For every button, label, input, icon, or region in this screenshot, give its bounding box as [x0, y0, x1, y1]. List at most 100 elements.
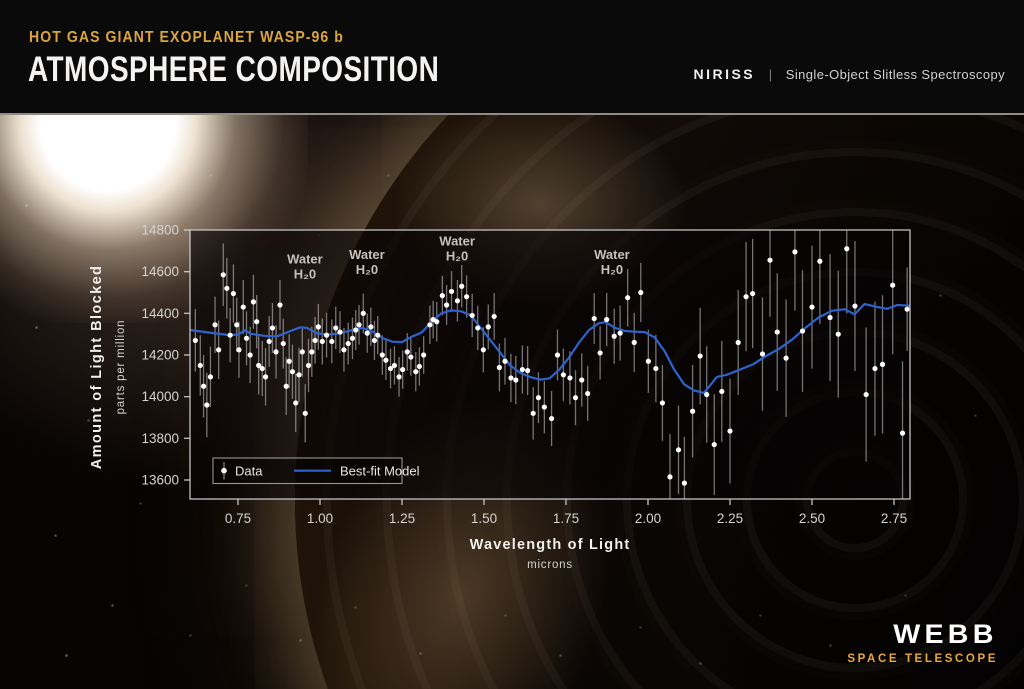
- y-tick-label: 14600: [141, 264, 179, 279]
- data-point: [315, 324, 321, 330]
- data-point: [280, 340, 286, 347]
- data-point: [368, 324, 374, 330]
- data-point: [444, 302, 450, 308]
- data-point: [667, 474, 673, 480]
- data-point: [879, 361, 886, 367]
- data-point: [617, 330, 623, 336]
- data-point: [844, 246, 850, 252]
- x-axis-title: Wavelength of Light: [470, 537, 631, 553]
- data-point: [496, 364, 503, 371]
- data-point: [247, 352, 253, 358]
- data-point: [645, 358, 651, 364]
- data-point: [200, 383, 207, 389]
- x-tick-label: 2.75: [881, 511, 907, 526]
- data-point: [480, 347, 486, 353]
- data-point: [371, 337, 378, 344]
- y-axis-subtitle: parts per million: [115, 320, 127, 415]
- instrument-name: NIRISS: [693, 66, 756, 82]
- data-point: [585, 390, 591, 397]
- data-point: [611, 333, 617, 339]
- data-point: [464, 294, 470, 300]
- data-point: [277, 302, 283, 308]
- data-point: [400, 366, 406, 373]
- data-point: [404, 349, 410, 355]
- data-point: [681, 480, 688, 486]
- data-point: [364, 330, 370, 336]
- data-point: [454, 298, 461, 304]
- data-point: [302, 410, 308, 416]
- y-tick-label: 14800: [141, 223, 179, 238]
- data-point: [312, 337, 318, 344]
- y-tick-label: 13600: [141, 473, 179, 488]
- data-point: [719, 388, 725, 395]
- legend-data-dot-icon: [221, 467, 227, 474]
- data-point: [502, 358, 508, 364]
- data-point: [591, 315, 597, 322]
- legend: Data Best-fit Model: [212, 457, 420, 485]
- data-point: [727, 428, 733, 434]
- data-point: [197, 362, 203, 369]
- data-point: [567, 375, 573, 381]
- space-scene: 0.75 1.00 1.25 1.50 1.75 2.00 2.25 2.50 2.75 1480…: [0, 115, 1024, 689]
- data-point: [243, 335, 250, 341]
- data-point: [305, 362, 312, 369]
- data-point: [735, 339, 741, 346]
- data-point: [508, 375, 514, 381]
- water-annotation: Water H₂0: [287, 251, 323, 281]
- data-point: [375, 332, 381, 338]
- data-point: [293, 400, 299, 406]
- instrument-block: NIRISS | Single-Object Slitless Spectros…: [693, 66, 1005, 82]
- data-point: [349, 335, 356, 341]
- data-point: [697, 353, 703, 359]
- data-point: [525, 368, 531, 374]
- logo-webb-text: WEBB: [893, 619, 998, 649]
- x-tick-label: 1.50: [471, 511, 497, 526]
- data-point: [434, 319, 440, 325]
- data-point: [273, 349, 279, 355]
- data-point: [387, 365, 394, 372]
- data-point: [227, 332, 233, 338]
- legend-data-label: Data: [235, 464, 263, 479]
- data-point: [827, 314, 833, 321]
- data-point: [560, 372, 566, 378]
- data-point: [236, 347, 242, 353]
- data-point: [530, 410, 536, 416]
- spectrum-chart: 0.75 1.00 1.25 1.50 1.75 2.00 2.25 2.50 2.75 1480…: [89, 223, 911, 571]
- data-point: [554, 352, 561, 358]
- data-point: [638, 289, 644, 296]
- x-tick-label: 0.75: [225, 511, 251, 526]
- instrument-mode: Single-Object Slitless Spectroscopy: [785, 67, 1005, 82]
- page-title: ATMOSPHERE COMPOSITION: [28, 50, 440, 89]
- data-point: [792, 249, 798, 255]
- data-point: [852, 303, 858, 309]
- data-point: [604, 316, 610, 323]
- data-point: [286, 358, 292, 364]
- data-point: [541, 404, 547, 410]
- data-point: [356, 322, 362, 328]
- best-fit-model-line: [190, 302, 910, 394]
- x-tick-label: 2.25: [717, 511, 743, 526]
- x-tick-label: 2.50: [799, 511, 825, 526]
- data-point: [323, 332, 330, 338]
- plot-border: [189, 229, 911, 500]
- data-point: [250, 299, 257, 305]
- data-point: [408, 354, 414, 360]
- data-point: [207, 374, 214, 380]
- data-point: [799, 328, 806, 334]
- data-point: [809, 304, 815, 310]
- x-tick-label: 1.25: [389, 511, 415, 526]
- data-point: [319, 338, 325, 345]
- data-point: [341, 347, 347, 353]
- x-tick-label: 1.75: [553, 511, 579, 526]
- data-point: [416, 363, 422, 370]
- data-point: [345, 340, 351, 347]
- data-point: [333, 325, 339, 331]
- instrument-divider: |: [768, 67, 773, 82]
- data-point: [212, 322, 218, 328]
- data-point: [259, 365, 265, 372]
- data-point: [256, 362, 262, 369]
- header: HOT GAS GIANT EXOPLANET WASP-96 b ATMOSP…: [0, 0, 1024, 113]
- data-point: [750, 290, 756, 297]
- data-point: [783, 355, 789, 361]
- data-layer: [190, 230, 910, 499]
